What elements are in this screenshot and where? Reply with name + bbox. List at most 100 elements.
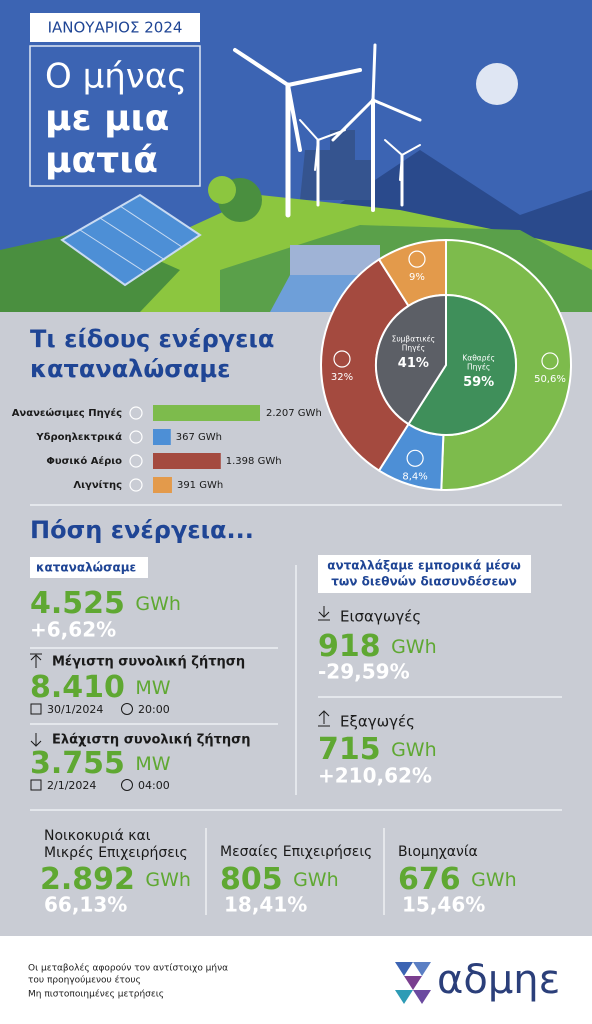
sector-share: 15,46% bbox=[402, 893, 485, 917]
section-title: Τι είδους ενέργεια bbox=[30, 325, 274, 353]
calendar-icon bbox=[30, 779, 42, 791]
stat-value: 4.525 GWh bbox=[30, 586, 181, 621]
stat-label: Μέγιστη συνολική ζήτηση bbox=[52, 655, 245, 670]
arrow-down-icon bbox=[30, 733, 42, 747]
arrow-up-icon bbox=[30, 653, 42, 668]
change: +6,62% bbox=[30, 618, 116, 642]
bar-label: Ανανεώσιμες Πηγές bbox=[12, 407, 122, 419]
title-frame bbox=[29, 45, 201, 187]
bar-icon bbox=[129, 406, 143, 420]
bar-label: Υδροηλεκτρικά bbox=[35, 431, 122, 443]
unit: GWh bbox=[293, 869, 339, 891]
calendar-icon bbox=[30, 703, 42, 715]
segment-icon bbox=[541, 352, 559, 370]
header-title: Ο μήνας bbox=[45, 57, 187, 97]
bar-value: 391 GWh bbox=[177, 480, 223, 491]
stat-label: Ελάχιστη συνολική ζήτηση bbox=[52, 733, 251, 748]
bar bbox=[153, 405, 260, 421]
unit: GWh bbox=[391, 739, 437, 761]
badge bbox=[318, 555, 531, 593]
segment-label: 41% bbox=[398, 356, 429, 371]
import-icon bbox=[318, 606, 330, 621]
segment-label: 59% bbox=[463, 375, 494, 390]
segment-icon bbox=[408, 250, 426, 268]
unit: GWh bbox=[145, 869, 191, 891]
bar-label: Λιγνίτης bbox=[73, 479, 122, 491]
sector-value: 805 GWh bbox=[220, 862, 339, 897]
donut-segment bbox=[375, 293, 447, 426]
unit: GWh bbox=[471, 869, 517, 891]
segment-name: Πηγές bbox=[402, 344, 425, 353]
sector-share: 18,41% bbox=[224, 893, 307, 917]
bar bbox=[153, 453, 221, 469]
section-title: καταναλώσαμε bbox=[30, 355, 230, 383]
sector-value: 2.892 GWh bbox=[40, 862, 191, 897]
badge-text: ανταλλάξαμε εμπορικά μέσω bbox=[327, 559, 521, 573]
footnote: του προηγούμενου έτους bbox=[28, 975, 141, 986]
date: ΙΑΝΟΥΑΡΙΟΣ 2024 bbox=[48, 19, 183, 37]
stat-value: 3.755 MW bbox=[30, 746, 171, 781]
bar-value: 1.398 GWh bbox=[226, 456, 282, 467]
badge-text: των διεθνών διασυνδέσεων bbox=[331, 575, 517, 589]
bar-value: 367 GWh bbox=[176, 432, 222, 443]
date: 30/1/2024 bbox=[47, 703, 103, 716]
segment-name: Καθαρές bbox=[462, 353, 495, 362]
bar bbox=[153, 477, 172, 493]
number: 715 bbox=[318, 732, 381, 767]
donut-segment bbox=[407, 293, 517, 436]
segment-icon bbox=[406, 449, 424, 467]
stat-value: 715 GWh bbox=[318, 732, 437, 767]
number: 805 bbox=[220, 862, 283, 897]
sector-label: Βιομηχανία bbox=[398, 844, 478, 860]
bar-label: Φυσικό Αέριο bbox=[46, 455, 122, 467]
clock-icon bbox=[121, 703, 133, 715]
unit: GWh bbox=[391, 636, 437, 658]
footnote: Μη πιστοποιημένες μετρήσεις bbox=[28, 989, 164, 1000]
time: 20:00 bbox=[138, 703, 170, 716]
number: 2.892 bbox=[40, 862, 135, 897]
stat-label: Εισαγωγές bbox=[340, 608, 421, 626]
segment-name: Πηγές bbox=[467, 362, 490, 371]
segment-label: 50,6% bbox=[534, 374, 566, 385]
number: 4.525 bbox=[30, 586, 125, 621]
segment-label: 9% bbox=[409, 272, 425, 283]
header-title: με μια bbox=[45, 98, 169, 139]
segment-label: 8,4% bbox=[402, 471, 427, 482]
segment-icon bbox=[333, 350, 351, 368]
number: 918 bbox=[318, 629, 381, 664]
unit: GWh bbox=[135, 593, 181, 615]
bar-icon bbox=[129, 430, 143, 444]
export-icon bbox=[318, 710, 330, 727]
unit: MW bbox=[135, 753, 170, 775]
bar-value: 2.207 GWh bbox=[266, 408, 322, 419]
logo-mark bbox=[395, 962, 431, 1004]
segment-name: Συμβατικές bbox=[392, 335, 436, 344]
sector-share: 66,13% bbox=[44, 893, 127, 917]
sector-label: Μικρές Επιχειρήσεις bbox=[44, 845, 188, 861]
bar bbox=[153, 429, 171, 445]
change: -29,59% bbox=[318, 660, 410, 684]
sector-value: 676 GWh bbox=[398, 862, 517, 897]
section-title: Πόση ενέργεια... bbox=[30, 516, 254, 544]
unit: MW bbox=[135, 677, 170, 699]
bar-icon bbox=[129, 454, 143, 468]
number: 676 bbox=[398, 862, 461, 897]
stat-label: Εξαγωγές bbox=[340, 713, 415, 731]
header-title: ματιά bbox=[45, 140, 158, 181]
stat-value: 918 GWh bbox=[318, 629, 437, 664]
bar-icon bbox=[129, 478, 143, 492]
footer bbox=[0, 936, 592, 1024]
change: +210,62% bbox=[318, 764, 432, 788]
donut-chart: 50,6%8,4%32%9%ΚαθαρέςΠηγές59%ΣυμβατικέςΠ… bbox=[320, 238, 572, 491]
date-badge bbox=[30, 13, 200, 42]
sector-label: Μεσαίες Επιχειρήσεις bbox=[220, 844, 372, 860]
stat-value: 8.410 MW bbox=[30, 670, 171, 705]
logo-text: αδμηε bbox=[437, 957, 560, 1003]
bar-chart: Ανανεώσιμες Πηγές 2.207 GWh Υδροηλεκτρικά 3… bbox=[12, 405, 322, 493]
date: 2/1/2024 bbox=[47, 779, 96, 792]
number: 8.410 bbox=[30, 670, 125, 705]
segment-label: 32% bbox=[331, 372, 353, 383]
footnote: Οι μεταβολές αφορούν τον αντίστοιχο μήνα bbox=[28, 963, 228, 974]
number: 3.755 bbox=[30, 746, 125, 781]
